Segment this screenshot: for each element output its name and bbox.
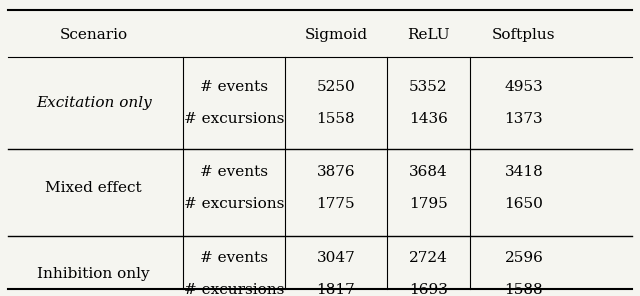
Text: 1436: 1436 (409, 112, 448, 126)
Text: 5352: 5352 (409, 80, 447, 94)
Text: 1693: 1693 (409, 284, 448, 296)
Text: 2596: 2596 (504, 251, 543, 265)
Text: ReLU: ReLU (407, 28, 450, 42)
Text: 1373: 1373 (504, 112, 543, 126)
Text: # excursions: # excursions (184, 197, 284, 210)
Text: 3418: 3418 (504, 165, 543, 179)
Text: Excitation only: Excitation only (36, 96, 152, 110)
Text: # excursions: # excursions (184, 112, 284, 126)
Text: 1775: 1775 (317, 197, 355, 210)
Text: # events: # events (200, 80, 268, 94)
Text: 1650: 1650 (504, 197, 543, 210)
Text: 1558: 1558 (317, 112, 355, 126)
Text: 4953: 4953 (504, 80, 543, 94)
Text: # events: # events (200, 251, 268, 265)
Text: Scenario: Scenario (60, 28, 128, 42)
Text: 1588: 1588 (504, 284, 543, 296)
Text: 1795: 1795 (409, 197, 448, 210)
Text: 1817: 1817 (317, 284, 355, 296)
Text: # excursions: # excursions (184, 284, 284, 296)
Text: 2724: 2724 (409, 251, 448, 265)
Text: 5250: 5250 (317, 80, 355, 94)
Text: # events: # events (200, 165, 268, 179)
Text: Mixed effect: Mixed effect (45, 181, 142, 195)
Text: 3684: 3684 (409, 165, 448, 179)
Text: 3047: 3047 (317, 251, 355, 265)
Text: Inhibition only: Inhibition only (38, 267, 150, 281)
Text: Sigmoid: Sigmoid (305, 28, 367, 42)
Text: 3876: 3876 (317, 165, 355, 179)
Text: Softplus: Softplus (492, 28, 556, 42)
